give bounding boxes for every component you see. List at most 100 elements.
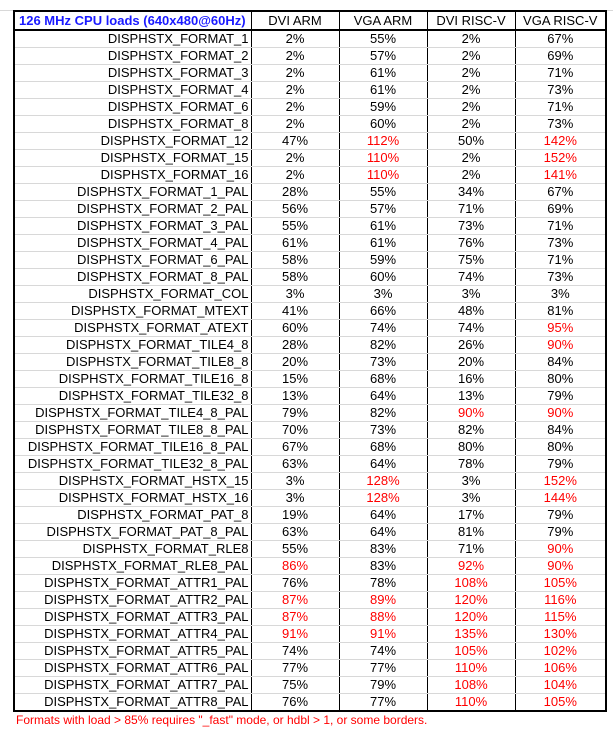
format-name-cell[interactable]: DISPHSTX_FORMAT_TILE16_8 <box>13 370 252 388</box>
load-value-cell[interactable]: 87% <box>251 591 340 609</box>
load-value-cell[interactable]: 88% <box>339 608 428 626</box>
load-value-cell[interactable]: 84% <box>515 421 607 439</box>
load-value-cell[interactable]: 55% <box>339 30 428 48</box>
load-value-cell[interactable]: 91% <box>251 625 340 643</box>
load-value-cell[interactable]: 110% <box>427 659 516 677</box>
load-value-cell[interactable]: 64% <box>339 506 428 524</box>
load-value-cell[interactable]: 3% <box>251 489 340 507</box>
load-value-cell[interactable]: 13% <box>427 387 516 405</box>
format-name-cell[interactable]: DISPHSTX_FORMAT_ATTR4_PAL <box>13 625 252 643</box>
load-value-cell[interactable]: 71% <box>515 98 607 116</box>
load-value-cell[interactable]: 120% <box>427 608 516 626</box>
format-name-cell[interactable]: DISPHSTX_FORMAT_6 <box>13 98 252 116</box>
load-value-cell[interactable]: 2% <box>427 30 516 48</box>
col-header-vga-riscv[interactable]: VGA RISC-V <box>515 10 607 31</box>
load-value-cell[interactable]: 105% <box>515 574 607 592</box>
load-value-cell[interactable]: 17% <box>427 506 516 524</box>
load-value-cell[interactable]: 115% <box>515 608 607 626</box>
load-value-cell[interactable]: 2% <box>251 149 340 167</box>
load-value-cell[interactable]: 20% <box>251 353 340 371</box>
load-value-cell[interactable]: 135% <box>427 625 516 643</box>
load-value-cell[interactable]: 3% <box>339 285 428 303</box>
load-value-cell[interactable]: 83% <box>339 540 428 558</box>
load-value-cell[interactable]: 89% <box>339 591 428 609</box>
format-name-cell[interactable]: DISPHSTX_FORMAT_2_PAL <box>13 200 252 218</box>
format-name-cell[interactable]: DISPHSTX_FORMAT_PAT_8 <box>13 506 252 524</box>
load-value-cell[interactable]: 2% <box>427 115 516 133</box>
load-value-cell[interactable]: 78% <box>339 574 428 592</box>
format-name-cell[interactable]: DISPHSTX_FORMAT_6_PAL <box>13 251 252 269</box>
format-name-cell[interactable]: DISPHSTX_FORMAT_8 <box>13 115 252 133</box>
load-value-cell[interactable]: 60% <box>339 115 428 133</box>
load-value-cell[interactable]: 15% <box>251 370 340 388</box>
format-name-cell[interactable]: DISPHSTX_FORMAT_4_PAL <box>13 234 252 252</box>
format-name-cell[interactable]: DISPHSTX_FORMAT_3_PAL <box>13 217 252 235</box>
load-value-cell[interactable]: 75% <box>251 676 340 694</box>
load-value-cell[interactable]: 71% <box>427 200 516 218</box>
load-value-cell[interactable]: 90% <box>427 404 516 422</box>
col-header-vga-arm[interactable]: VGA ARM <box>339 10 428 31</box>
load-value-cell[interactable]: 152% <box>515 149 607 167</box>
load-value-cell[interactable]: 3% <box>427 472 516 490</box>
load-value-cell[interactable]: 58% <box>251 251 340 269</box>
load-value-cell[interactable]: 2% <box>427 98 516 116</box>
load-value-cell[interactable]: 63% <box>251 523 340 541</box>
load-value-cell[interactable]: 76% <box>427 234 516 252</box>
load-value-cell[interactable]: 61% <box>339 64 428 82</box>
load-value-cell[interactable]: 152% <box>515 472 607 490</box>
load-value-cell[interactable]: 3% <box>427 285 516 303</box>
load-value-cell[interactable]: 80% <box>515 438 607 456</box>
load-value-cell[interactable]: 128% <box>339 489 428 507</box>
load-value-cell[interactable]: 70% <box>251 421 340 439</box>
format-name-cell[interactable]: DISPHSTX_FORMAT_HSTX_16 <box>13 489 252 507</box>
load-value-cell[interactable]: 112% <box>339 132 428 150</box>
format-name-cell[interactable]: DISPHSTX_FORMAT_RLE8_PAL <box>13 557 252 575</box>
load-value-cell[interactable]: 63% <box>251 455 340 473</box>
load-value-cell[interactable]: 86% <box>251 557 340 575</box>
load-value-cell[interactable]: 3% <box>515 285 607 303</box>
load-value-cell[interactable]: 77% <box>339 693 428 712</box>
load-value-cell[interactable]: 66% <box>339 302 428 320</box>
load-value-cell[interactable]: 67% <box>251 438 340 456</box>
load-value-cell[interactable]: 61% <box>339 217 428 235</box>
load-value-cell[interactable]: 104% <box>515 676 607 694</box>
load-value-cell[interactable]: 90% <box>515 540 607 558</box>
load-value-cell[interactable]: 79% <box>515 506 607 524</box>
load-value-cell[interactable]: 2% <box>427 81 516 99</box>
load-value-cell[interactable]: 130% <box>515 625 607 643</box>
format-name-cell[interactable]: DISPHSTX_FORMAT_TILE4_8_PAL <box>13 404 252 422</box>
load-value-cell[interactable]: 26% <box>427 336 516 354</box>
load-value-cell[interactable]: 28% <box>251 183 340 201</box>
load-value-cell[interactable]: 90% <box>515 557 607 575</box>
format-name-cell[interactable]: DISPHSTX_FORMAT_COL <box>13 285 252 303</box>
load-value-cell[interactable]: 74% <box>427 319 516 337</box>
load-value-cell[interactable]: 82% <box>339 404 428 422</box>
load-value-cell[interactable]: 71% <box>515 217 607 235</box>
load-value-cell[interactable]: 74% <box>251 642 340 660</box>
load-value-cell[interactable]: 2% <box>251 64 340 82</box>
table-title[interactable]: 126 MHz CPU loads (640x480@60Hz) <box>13 10 252 31</box>
format-name-cell[interactable]: DISPHSTX_FORMAT_ATTR3_PAL <box>13 608 252 626</box>
load-value-cell[interactable]: 142% <box>515 132 607 150</box>
load-value-cell[interactable]: 84% <box>515 353 607 371</box>
load-value-cell[interactable]: 64% <box>339 387 428 405</box>
load-value-cell[interactable]: 108% <box>427 574 516 592</box>
load-value-cell[interactable]: 61% <box>251 234 340 252</box>
load-value-cell[interactable]: 82% <box>339 336 428 354</box>
load-value-cell[interactable]: 2% <box>427 47 516 65</box>
load-value-cell[interactable]: 77% <box>339 659 428 677</box>
load-value-cell[interactable]: 83% <box>339 557 428 575</box>
load-value-cell[interactable]: 102% <box>515 642 607 660</box>
load-value-cell[interactable]: 68% <box>339 438 428 456</box>
format-name-cell[interactable]: DISPHSTX_FORMAT_4 <box>13 81 252 99</box>
format-name-cell[interactable]: DISPHSTX_FORMAT_ATTR2_PAL <box>13 591 252 609</box>
load-value-cell[interactable]: 68% <box>339 370 428 388</box>
load-value-cell[interactable]: 2% <box>251 98 340 116</box>
load-value-cell[interactable]: 60% <box>339 268 428 286</box>
format-name-cell[interactable]: DISPHSTX_FORMAT_2 <box>13 47 252 65</box>
load-value-cell[interactable]: 2% <box>427 149 516 167</box>
load-value-cell[interactable]: 77% <box>251 659 340 677</box>
load-value-cell[interactable]: 141% <box>515 166 607 184</box>
load-value-cell[interactable]: 128% <box>339 472 428 490</box>
load-value-cell[interactable]: 90% <box>515 404 607 422</box>
